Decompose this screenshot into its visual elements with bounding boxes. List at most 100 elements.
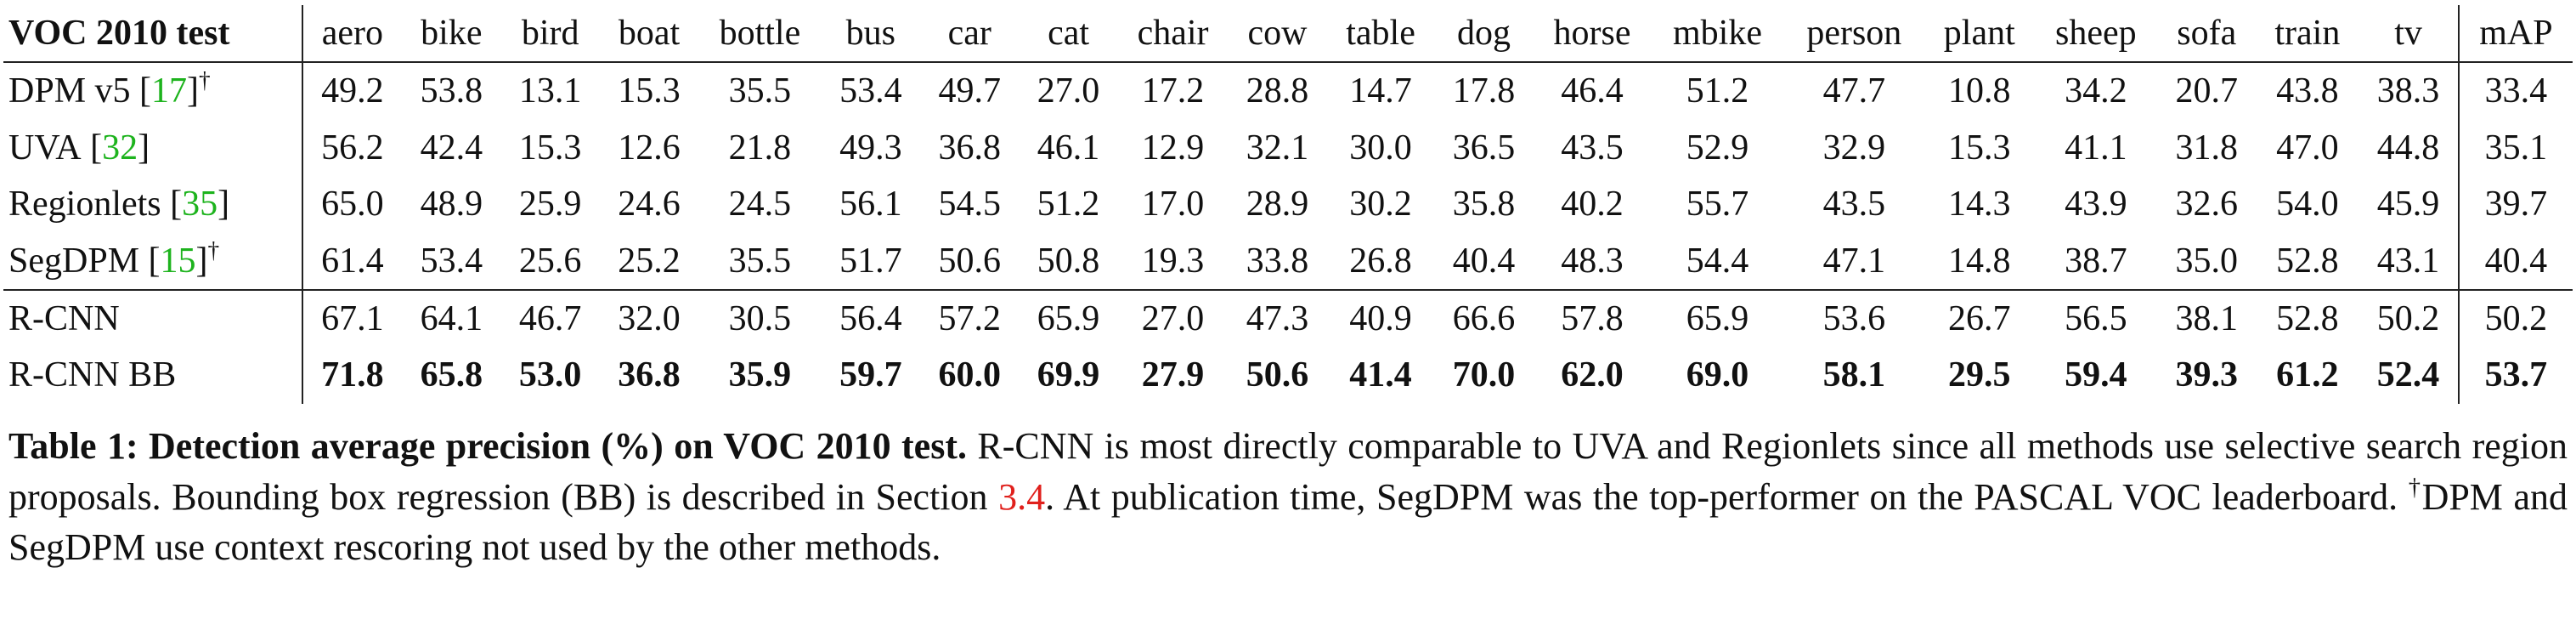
- value-cell: 70.0: [1452, 355, 1516, 395]
- value-cell: 27.9: [1141, 355, 1205, 395]
- value-cell: 29.5: [1948, 355, 2011, 395]
- value-cell: 40.4: [2457, 232, 2573, 291]
- value-cell: 28.8: [1246, 71, 1309, 111]
- header-row: VOC 2010 test aero bike bird boat bottle bus ca…: [3, 5, 2573, 64]
- value-cell: 53.4: [839, 71, 902, 111]
- value-cell: 53.4: [402, 232, 501, 291]
- column-header: dog: [1434, 5, 1534, 64]
- value-cell: 40.9: [1349, 298, 1412, 338]
- caption-text: R-CNN is most directly comparable to UVA…: [8, 424, 2568, 518]
- corner-header: VOC 2010 test: [3, 5, 303, 64]
- bracket: ]: [187, 71, 200, 111]
- value-cell: 43.5: [1561, 128, 1624, 168]
- value-cell: 71.8: [321, 355, 384, 395]
- value-cell: 32.0: [618, 298, 681, 338]
- value-cell: 35.9: [728, 355, 792, 395]
- caption: Table 1: Detection average precision (%)…: [3, 421, 2573, 573]
- value-cell: 36.5: [1452, 128, 1516, 168]
- value-cell: 26.8: [1326, 232, 1435, 291]
- value-cell: 49.2: [321, 71, 384, 111]
- value-cell: 12.6: [618, 128, 681, 168]
- value-cell: 47.0: [2276, 128, 2339, 168]
- value-cell: 31.8: [2175, 128, 2239, 168]
- bracket: [: [139, 71, 152, 111]
- value-cell: 62.0: [1561, 355, 1624, 395]
- dagger: †: [207, 237, 220, 264]
- dagger: †: [199, 68, 211, 94]
- value-cell: 25.9: [518, 185, 582, 224]
- value-cell: 13.1: [518, 71, 582, 111]
- column-header: tv: [2359, 5, 2459, 64]
- column-header: bike: [402, 5, 501, 64]
- column-header: cow: [1228, 5, 1327, 64]
- section-ref[interactable]: 3.4: [998, 475, 1046, 518]
- column-header: bus: [821, 5, 921, 64]
- bracket: ]: [195, 241, 208, 281]
- value-cell: 54.5: [938, 185, 1001, 224]
- value-cell: 52.8: [2276, 298, 2339, 338]
- column-header: table: [1326, 5, 1435, 64]
- column-header: sofa: [2157, 5, 2257, 64]
- value-cell: 15.3: [518, 128, 582, 168]
- value-cell: 28.9: [1246, 185, 1309, 224]
- value-cell: 33.8: [1228, 232, 1327, 291]
- value-cell: 66.6: [1452, 298, 1516, 338]
- value-cell: 50.8: [1019, 232, 1118, 291]
- value-cell: 56.5: [2065, 298, 2127, 338]
- value-cell: 25.6: [500, 232, 600, 291]
- value-cell: 67.1: [321, 298, 384, 338]
- value-cell: 27.0: [1037, 71, 1100, 111]
- value-cell: 51.2: [1686, 71, 1749, 111]
- column-header: boat: [599, 5, 699, 64]
- value-cell: 30.0: [1349, 128, 1412, 168]
- bracket: [: [90, 128, 103, 168]
- value-cell: 39.7: [2457, 176, 2573, 233]
- value-cell: 12.9: [1141, 128, 1205, 168]
- citation[interactable]: 32: [102, 128, 138, 168]
- value-cell: 51.7: [821, 232, 921, 291]
- value-cell: 43.5: [1822, 185, 1886, 224]
- value-cell: 44.8: [2376, 128, 2440, 168]
- method-cell: R-CNN: [3, 289, 303, 348]
- value-cell: 20.7: [2175, 71, 2239, 111]
- value-cell: 56.1: [839, 185, 902, 224]
- value-cell: 40.4: [1434, 232, 1534, 291]
- value-cell: 38.7: [2034, 232, 2158, 291]
- method-name: R-CNN BB: [8, 355, 177, 395]
- bracket: [: [148, 241, 161, 281]
- value-cell: 61.4: [302, 232, 403, 291]
- column-header: mAP: [2457, 5, 2573, 64]
- value-cell: 43.1: [2359, 232, 2459, 291]
- method-cell: R-CNN BB: [3, 347, 303, 404]
- value-cell: 26.7: [1948, 298, 2011, 338]
- method-cell: Regionlets [35]: [3, 176, 303, 233]
- value-cell: 14.7: [1349, 71, 1412, 111]
- bracket: [: [170, 185, 183, 224]
- value-cell: 40.2: [1561, 185, 1624, 224]
- column-header: chair: [1117, 5, 1229, 64]
- value-cell: 54.4: [1651, 232, 1784, 291]
- value-cell: 35.0: [2157, 232, 2257, 291]
- citation[interactable]: 17: [151, 71, 188, 111]
- value-cell: 35.8: [1452, 185, 1516, 224]
- value-cell: 48.3: [1533, 232, 1652, 291]
- value-cell: 56.4: [839, 298, 902, 338]
- value-cell: 53.8: [420, 71, 483, 111]
- value-cell: 60.0: [938, 355, 1001, 395]
- value-cell: 50.6: [920, 232, 1020, 291]
- method-cell: SegDPM [15]†: [3, 232, 303, 291]
- value-cell: 32.9: [1822, 128, 1886, 168]
- column-header: bottle: [698, 5, 822, 64]
- method-name: SegDPM: [8, 241, 140, 281]
- bracket: ]: [217, 185, 230, 224]
- value-cell: 46.1: [1037, 128, 1100, 168]
- value-cell: 14.8: [1924, 232, 2035, 291]
- value-cell: 17.2: [1141, 71, 1205, 111]
- value-cell: 24.6: [618, 185, 681, 224]
- citation[interactable]: 15: [160, 241, 196, 281]
- value-cell: 64.1: [420, 298, 483, 338]
- citation[interactable]: 35: [182, 185, 218, 224]
- table-row: R-CNN 67.1 64.1 46.7 32.0 30.5 56.4 57.2 65.9 27.…: [3, 289, 2573, 348]
- value-cell: 59.7: [839, 355, 902, 395]
